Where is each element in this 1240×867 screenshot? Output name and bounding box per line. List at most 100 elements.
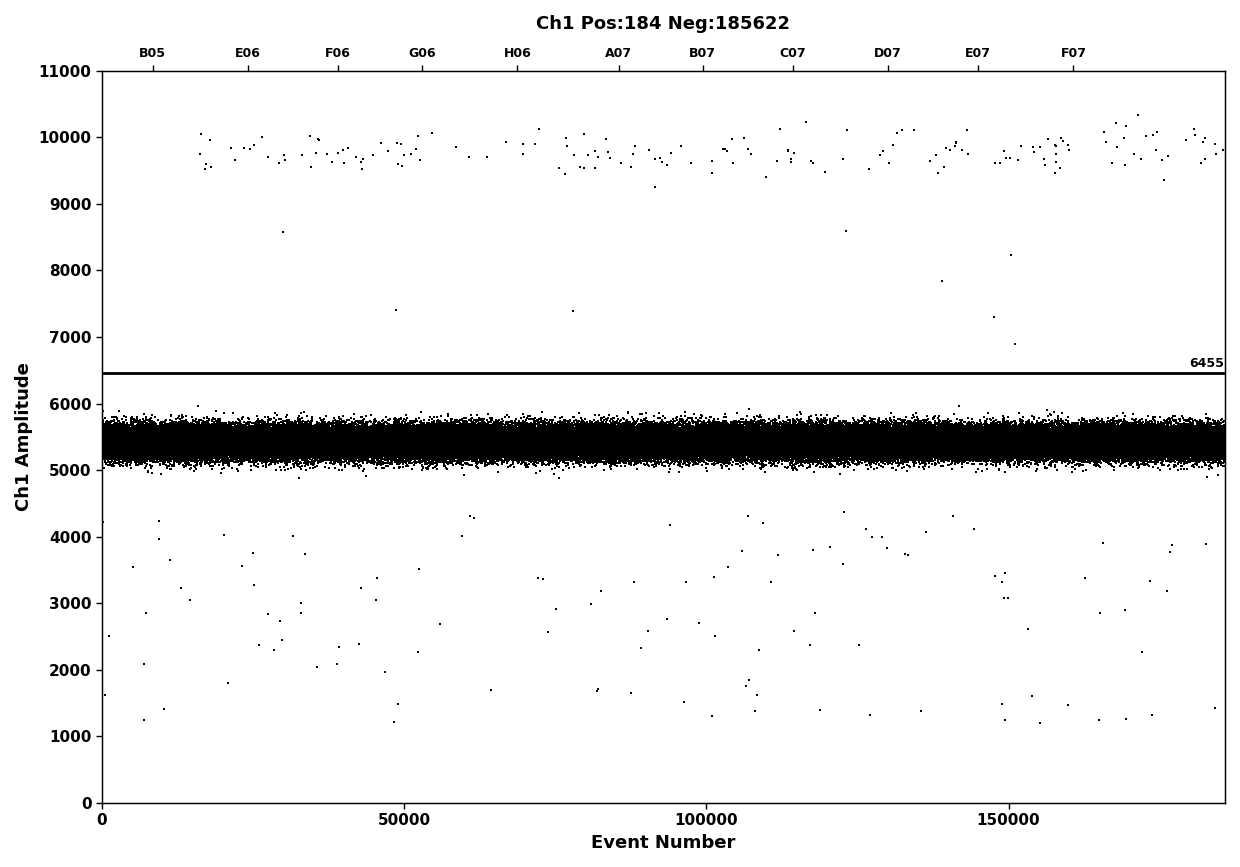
Point xyxy=(215,440,234,453)
Point xyxy=(391,421,410,435)
Point xyxy=(153,424,172,438)
Point xyxy=(1204,442,1224,456)
Point xyxy=(138,425,157,439)
Point xyxy=(651,414,671,428)
Point xyxy=(720,450,740,464)
Point xyxy=(861,451,880,465)
Point xyxy=(634,426,653,440)
Point xyxy=(175,420,195,434)
Point xyxy=(246,452,265,466)
Point xyxy=(1146,431,1166,445)
Point xyxy=(352,436,372,450)
Point xyxy=(863,441,883,455)
Point xyxy=(441,427,461,440)
Point xyxy=(118,454,138,468)
Point xyxy=(770,444,790,458)
Point xyxy=(532,434,552,447)
Point xyxy=(553,427,573,440)
Point xyxy=(946,425,966,439)
Point xyxy=(1207,434,1226,448)
Point xyxy=(1048,435,1068,449)
Point xyxy=(1112,434,1132,448)
Point xyxy=(534,432,554,446)
Point xyxy=(418,430,438,444)
Point xyxy=(377,439,397,453)
Point xyxy=(1025,420,1045,434)
Point xyxy=(482,431,502,445)
Point xyxy=(1193,441,1213,455)
Point xyxy=(887,433,906,447)
Point xyxy=(656,439,676,453)
Point xyxy=(1198,439,1218,453)
Point xyxy=(1018,437,1038,451)
Point xyxy=(1100,441,1120,455)
Point xyxy=(1107,434,1127,448)
Point xyxy=(1162,445,1182,459)
Point xyxy=(650,428,670,442)
Point xyxy=(678,422,698,436)
Point xyxy=(1097,428,1117,442)
Point xyxy=(179,437,198,451)
Point xyxy=(1007,434,1027,447)
Point xyxy=(837,448,857,462)
Point xyxy=(171,434,191,448)
Point xyxy=(95,446,115,460)
Point xyxy=(269,428,289,442)
Point xyxy=(425,430,445,444)
Point xyxy=(412,416,432,430)
Point xyxy=(253,434,273,448)
Point xyxy=(340,447,360,460)
Point xyxy=(1021,429,1040,443)
Point xyxy=(1130,428,1149,442)
Point xyxy=(641,434,661,448)
Point xyxy=(558,427,578,440)
Point xyxy=(725,433,745,447)
Point xyxy=(379,442,399,456)
Point xyxy=(346,437,366,451)
Point xyxy=(446,434,466,447)
Point xyxy=(956,424,976,438)
Point xyxy=(963,434,983,447)
Point xyxy=(822,431,842,445)
Point xyxy=(1152,438,1172,452)
Point xyxy=(941,435,961,449)
Point xyxy=(345,448,365,462)
Point xyxy=(525,444,544,458)
Point xyxy=(1126,440,1146,454)
Point xyxy=(579,447,599,461)
Point xyxy=(720,426,740,440)
Point xyxy=(761,444,781,458)
Point xyxy=(733,437,753,451)
Point xyxy=(934,441,954,455)
Point xyxy=(172,434,192,447)
Point xyxy=(681,434,701,447)
Point xyxy=(723,428,743,442)
Point xyxy=(789,430,808,444)
Point xyxy=(920,153,940,167)
Point xyxy=(658,447,678,460)
Point xyxy=(480,436,500,450)
Point xyxy=(782,440,802,454)
Point xyxy=(227,431,247,445)
Point xyxy=(1158,442,1178,456)
Point xyxy=(768,416,787,430)
Point xyxy=(477,434,497,448)
Point xyxy=(1185,437,1205,451)
Point xyxy=(1044,445,1064,459)
Point xyxy=(1152,453,1172,467)
Point xyxy=(1172,460,1192,473)
Point xyxy=(569,418,589,432)
Point xyxy=(1195,445,1215,459)
Point xyxy=(125,434,145,448)
Point xyxy=(131,438,151,452)
Point xyxy=(336,431,356,445)
Point xyxy=(164,442,184,456)
Point xyxy=(937,444,957,458)
Point xyxy=(1172,434,1192,447)
Point xyxy=(99,442,119,456)
Point xyxy=(709,437,729,451)
Point xyxy=(745,425,765,439)
Point xyxy=(905,438,925,452)
Point xyxy=(525,447,544,461)
Point xyxy=(1107,434,1127,447)
